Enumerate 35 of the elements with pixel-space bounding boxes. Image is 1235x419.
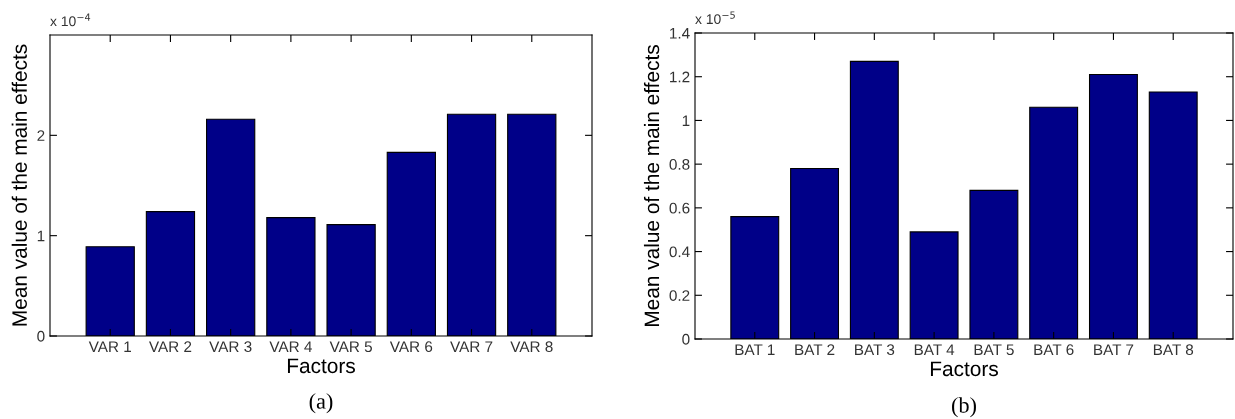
text: (b) bbox=[952, 397, 976, 418]
text: x 10$^{−5}$ bbox=[695, 11, 735, 25]
x-tick-label: VAR 5 bbox=[329, 341, 372, 353]
y-axis-title: Mean value of the main effects bbox=[643, 45, 660, 326]
x-tick-label: BAT 5 bbox=[974, 344, 1014, 356]
x-tick-label: BAT 6 bbox=[1034, 344, 1074, 356]
y-tick-label: 0.6 bbox=[669, 202, 690, 214]
y-tick-label: 1 bbox=[682, 115, 690, 126]
x-axis-title: Factors bbox=[930, 361, 998, 377]
text: x 10$^{−4}$ bbox=[50, 13, 91, 27]
x-tick-label: VAR 2 bbox=[149, 341, 192, 352]
y-tick-label: 0 bbox=[37, 330, 45, 342]
y-tick-label: 2 bbox=[37, 130, 45, 141]
x-tick-label: BAT 3 bbox=[855, 344, 895, 356]
y-tick-label: 0.2 bbox=[669, 290, 690, 301]
x-tick-label: BAT 8 bbox=[1153, 344, 1194, 356]
x-tick-label: BAT 2 bbox=[795, 344, 835, 355]
text: (a) bbox=[309, 393, 333, 414]
y-tick-label: 1.2 bbox=[670, 71, 690, 83]
y-axis-title: Mean value of the main effects bbox=[11, 44, 27, 326]
x-axis-title: Factors bbox=[287, 358, 355, 374]
x-tick-label: VAR 4 bbox=[269, 341, 312, 352]
y-tick-label: 0 bbox=[682, 333, 690, 345]
y-tick-label: 1 bbox=[37, 230, 45, 242]
x-tick-label: VAR 7 bbox=[450, 341, 493, 352]
y-tick-label: 1.4 bbox=[670, 28, 690, 39]
x-tick-label: VAR 8 bbox=[510, 341, 553, 353]
y-tick-label: 0.4 bbox=[669, 246, 690, 258]
x-tick-label: BAT 1 bbox=[735, 344, 775, 355]
x-tick-label: VAR 3 bbox=[209, 341, 252, 353]
x-tick-label: BAT 7 bbox=[1094, 344, 1134, 355]
x-tick-label: VAR 1 bbox=[88, 341, 131, 352]
x-tick-label: BAT 4 bbox=[914, 344, 955, 355]
y-tick-label: 0.8 bbox=[669, 159, 690, 170]
x-tick-label: VAR 6 bbox=[389, 341, 433, 353]
